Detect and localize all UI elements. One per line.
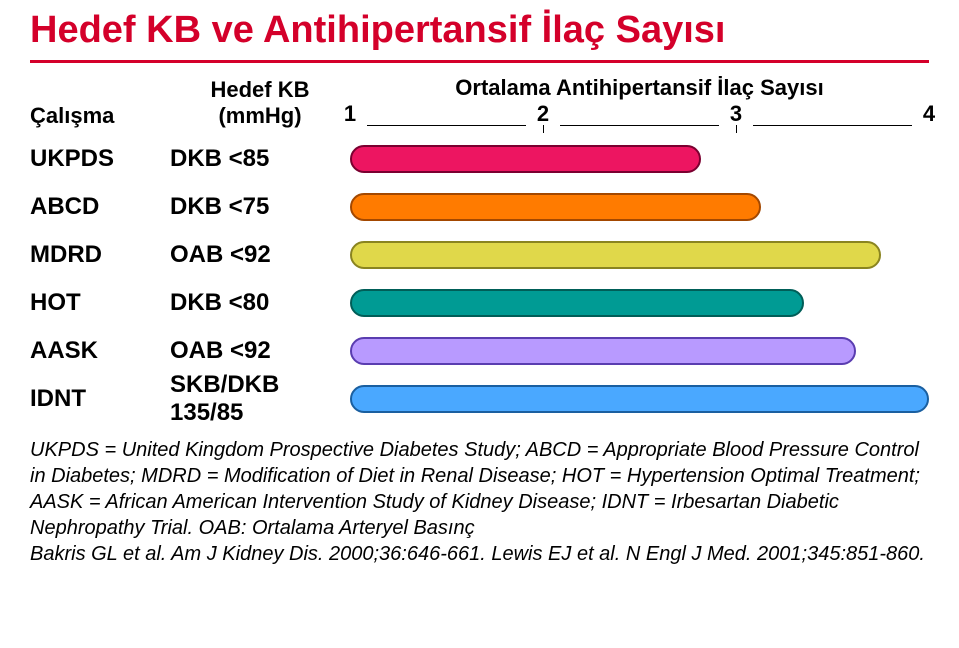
study-label: IDNT [30, 385, 170, 413]
header-study: Çalışma [30, 77, 170, 129]
study-label: UKPDS [30, 145, 170, 173]
study-label: MDRD [30, 241, 170, 269]
footnote-cite: Bakris GL et al. Am J Kidney Dis. 2000;3… [30, 543, 925, 565]
target-label: DKB <75 [170, 193, 350, 221]
x-axis: 1234 [350, 101, 929, 129]
x-tick-label: 2 [537, 101, 549, 127]
x-tick-label: 3 [730, 101, 742, 127]
header-left: Çalışma Hedef KB (mmHg) [30, 77, 350, 129]
data-row: MDRDOAB <92 [30, 231, 929, 279]
bar [350, 193, 761, 221]
study-label: AASK [30, 337, 170, 365]
data-row: UKPDSDKB <85 [30, 135, 929, 183]
bar-area [350, 231, 929, 279]
x-axis-line-segment [367, 125, 525, 126]
x-axis-line-segment [753, 125, 911, 126]
bar-area [350, 375, 929, 423]
header-study-label: Çalışma [30, 103, 170, 129]
bar-area [350, 183, 929, 231]
bar [350, 337, 856, 365]
x-axis-tick [736, 125, 737, 133]
slide-title: Hedef KB ve Antihipertansif İlaç Sayısı [30, 10, 929, 52]
header-row: Çalışma Hedef KB (mmHg) Ortalama Antihip… [30, 75, 929, 129]
data-row: AASKOAB <92 [30, 327, 929, 375]
x-tick-label: 1 [344, 101, 356, 127]
study-label: HOT [30, 289, 170, 317]
footnote: UKPDS = United Kingdom Prospective Diabe… [30, 437, 929, 567]
footnote-abbr: UKPDS = United Kingdom Prospective Diabe… [30, 439, 920, 539]
bar-area [350, 279, 929, 327]
target-label: SKB/DKB 135/85 [170, 371, 350, 427]
study-label: ABCD [30, 193, 170, 221]
target-label: OAB <92 [170, 337, 350, 365]
target-label: DKB <85 [170, 145, 350, 173]
bar-area [350, 135, 929, 183]
x-axis-line-segment [560, 125, 718, 126]
x-tick-label: 4 [923, 101, 935, 127]
target-label: OAB <92 [170, 241, 350, 269]
header-right: Ortalama Antihipertansif İlaç Sayısı 123… [350, 75, 929, 129]
header-right-label: Ortalama Antihipertansif İlaç Sayısı [350, 75, 929, 101]
chart-rows: UKPDSDKB <85ABCDDKB <75MDRDOAB <92HOTDKB… [30, 135, 929, 423]
bar-area [350, 327, 929, 375]
data-row: HOTDKB <80 [30, 279, 929, 327]
header-target-top: Hedef KB [170, 77, 350, 103]
header-target-bottom: (mmHg) [170, 103, 350, 129]
bar [350, 145, 701, 173]
x-axis-tick [543, 125, 544, 133]
target-label: DKB <80 [170, 289, 350, 317]
bar [350, 385, 929, 413]
bar [350, 289, 804, 317]
slide-root: Hedef KB ve Antihipertansif İlaç Sayısı … [0, 0, 959, 648]
data-row: ABCDDKB <75 [30, 183, 929, 231]
data-row: IDNTSKB/DKB 135/85 [30, 375, 929, 423]
bar [350, 241, 881, 269]
header-target: Hedef KB (mmHg) [170, 77, 350, 129]
title-rule [30, 60, 929, 63]
